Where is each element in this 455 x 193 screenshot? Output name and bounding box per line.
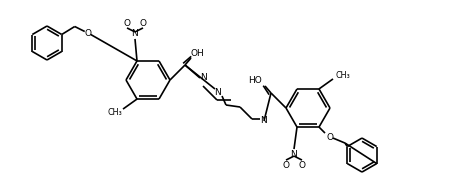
Text: CH₃: CH₃ [107, 108, 122, 117]
Text: O: O [326, 133, 333, 141]
Text: O: O [282, 161, 289, 170]
Text: O: O [298, 161, 305, 170]
Text: N: N [200, 74, 207, 82]
Text: HO: HO [248, 76, 261, 85]
Text: N: N [214, 89, 221, 97]
Text: CH₃: CH₃ [335, 71, 349, 80]
Text: O: O [84, 29, 91, 38]
Text: N: N [290, 150, 297, 159]
Text: O: O [123, 19, 130, 28]
Text: OH: OH [190, 48, 203, 58]
Text: N: N [260, 117, 267, 125]
Text: O: O [139, 19, 146, 28]
Text: N: N [131, 30, 138, 38]
